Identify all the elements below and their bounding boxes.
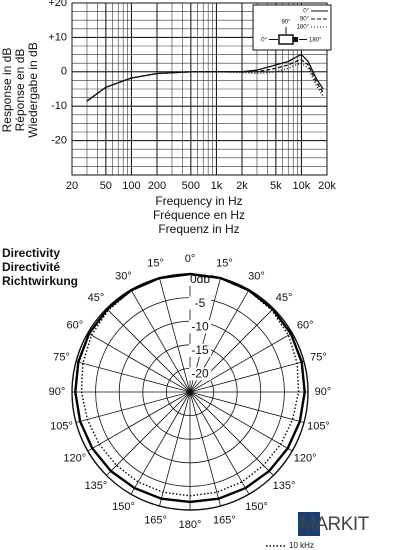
x-tick-label: 10k bbox=[293, 180, 311, 192]
angle-label: 75° bbox=[310, 351, 327, 363]
angle-label: 165° bbox=[213, 514, 236, 526]
chart-title: Richtwirkung bbox=[2, 274, 78, 288]
x-tick-label: 1k bbox=[211, 180, 223, 192]
chart-title: Directivité bbox=[2, 260, 60, 274]
ring-label-bg bbox=[189, 320, 211, 334]
angle-label: 30° bbox=[248, 271, 265, 283]
ring-label-bg bbox=[189, 367, 211, 381]
spoke bbox=[130, 289, 191, 393]
polar-line bbox=[80, 273, 300, 497]
angle-label: 90° bbox=[49, 386, 66, 398]
x-tick-label: 100 bbox=[122, 180, 140, 192]
angle-label: 105° bbox=[307, 420, 330, 432]
angle-label: 165° bbox=[144, 514, 167, 526]
angle-label: 45° bbox=[88, 292, 105, 304]
angle-label: 120° bbox=[63, 452, 86, 464]
y-axis-label: Response in dB bbox=[0, 48, 14, 133]
response-line bbox=[86, 53, 324, 102]
x-axis-label: Fréquence en Hz bbox=[153, 208, 245, 222]
angle-label: 150° bbox=[112, 501, 135, 513]
x-tick-label: 5k bbox=[270, 180, 282, 192]
spoke bbox=[189, 361, 305, 393]
x-axis-label: Frequenz in Hz bbox=[158, 222, 239, 236]
icon-label: 180° bbox=[309, 38, 322, 44]
x-axis-label: Frequency in Hz bbox=[155, 194, 242, 208]
spoke bbox=[189, 391, 274, 476]
spoke bbox=[130, 391, 191, 495]
angle-label: 75° bbox=[53, 351, 70, 363]
angle-label: 105° bbox=[50, 420, 73, 432]
angle-label: 15° bbox=[147, 257, 164, 269]
angle-label: 135° bbox=[85, 480, 108, 492]
angle-label: 180° bbox=[179, 519, 202, 531]
y-axis-label: Réponse en dB bbox=[13, 49, 27, 132]
spoke bbox=[87, 332, 191, 393]
legend-label: 10 kHz bbox=[289, 541, 314, 550]
spoke bbox=[189, 391, 293, 452]
y-tick-label: +20 bbox=[48, 0, 67, 9]
response-line bbox=[86, 62, 324, 102]
spoke bbox=[159, 277, 191, 393]
spoke bbox=[106, 308, 191, 393]
angle-label: 135° bbox=[273, 480, 296, 492]
x-tick-label: 500 bbox=[182, 180, 200, 192]
y-tick-label: -20 bbox=[51, 135, 67, 147]
mic-icon bbox=[278, 34, 294, 45]
spoke bbox=[189, 391, 305, 423]
ring-label: -10 bbox=[191, 319, 209, 333]
y-tick-label: -10 bbox=[51, 100, 67, 112]
spoke bbox=[189, 391, 250, 495]
angle-label: 120° bbox=[294, 452, 317, 464]
spoke bbox=[106, 391, 191, 476]
angle-label: 150° bbox=[245, 501, 268, 513]
spoke bbox=[159, 391, 191, 507]
spoke bbox=[87, 391, 191, 452]
watermark: MARKIT bbox=[300, 514, 370, 535]
x-tick-label: 20 bbox=[66, 180, 78, 192]
angle-label: 15° bbox=[216, 257, 233, 269]
angle-label: 60° bbox=[66, 319, 83, 331]
spoke bbox=[75, 361, 191, 393]
chart-title: Directivity bbox=[2, 246, 60, 260]
y-axis-label: Wiedergabe in dB bbox=[26, 42, 40, 137]
icon-label: 0° bbox=[261, 38, 267, 44]
y-tick-label: +10 bbox=[48, 31, 67, 43]
ring-label: -5 bbox=[195, 296, 206, 310]
spoke bbox=[75, 391, 191, 423]
polar-line bbox=[74, 272, 306, 504]
mic-icon bbox=[293, 37, 298, 42]
legend-label: 180° bbox=[297, 25, 310, 31]
x-tick-label: 2k bbox=[236, 180, 248, 192]
ring-label-bg bbox=[189, 343, 211, 357]
legend-label: 90° bbox=[300, 17, 310, 23]
angle-label: 90° bbox=[315, 386, 332, 398]
response-line bbox=[86, 59, 324, 102]
x-tick-label: 20k bbox=[318, 180, 336, 192]
angle-label: 30° bbox=[115, 271, 132, 283]
angle-label: 0° bbox=[185, 253, 196, 265]
icon-label: 90° bbox=[281, 20, 291, 26]
ring-label: -20 bbox=[191, 367, 209, 381]
ring-label: -15 bbox=[191, 343, 209, 357]
angle-label: 45° bbox=[276, 292, 293, 304]
x-tick-label: 200 bbox=[148, 180, 166, 192]
legend-label: 0° bbox=[303, 9, 309, 15]
angle-label: 60° bbox=[297, 319, 314, 331]
watermark-box bbox=[298, 512, 320, 536]
x-tick-label: 50 bbox=[100, 180, 112, 192]
spoke bbox=[189, 391, 221, 507]
spoke bbox=[189, 332, 293, 393]
ring-label-bg bbox=[189, 296, 211, 310]
y-tick-label: 0 bbox=[61, 66, 67, 78]
